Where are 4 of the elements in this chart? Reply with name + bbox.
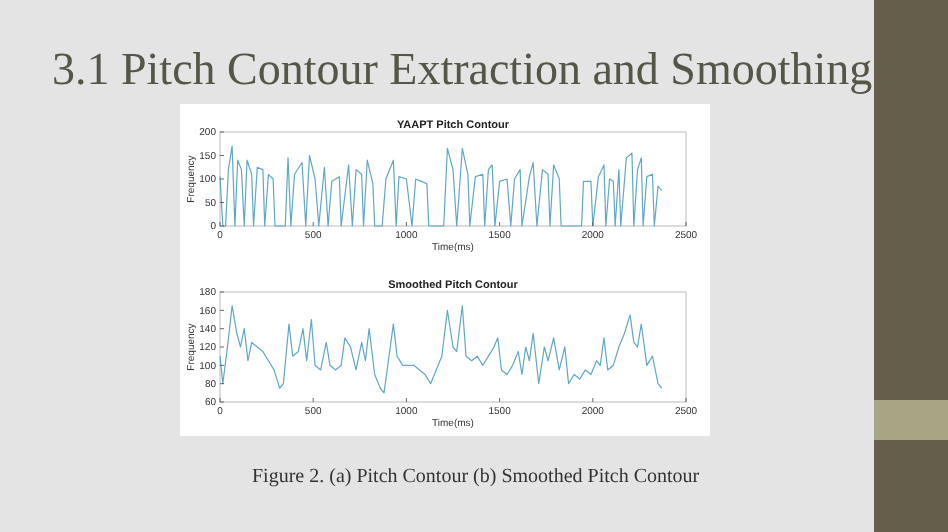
- line-series: [219, 305, 663, 394]
- caption: Figure 2. (a) Pitch Contour (b) Smoothed Pitch Contour: [252, 466, 701, 488]
- line-series: [219, 145, 663, 227]
- text: 3.1 Pitch Contour Extraction and Smoothing: [52, 44, 874, 94]
